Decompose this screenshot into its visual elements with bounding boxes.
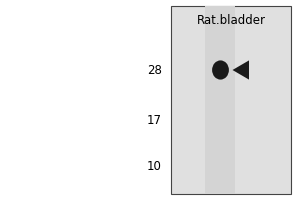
Text: 10: 10 <box>147 160 162 172</box>
Bar <box>171 6 291 194</box>
Text: 17: 17 <box>147 114 162 127</box>
Text: 28: 28 <box>147 64 162 76</box>
Polygon shape <box>232 60 249 80</box>
Bar <box>206 6 236 194</box>
Ellipse shape <box>212 60 229 80</box>
Text: Rat.bladder: Rat.bladder <box>196 14 266 27</box>
